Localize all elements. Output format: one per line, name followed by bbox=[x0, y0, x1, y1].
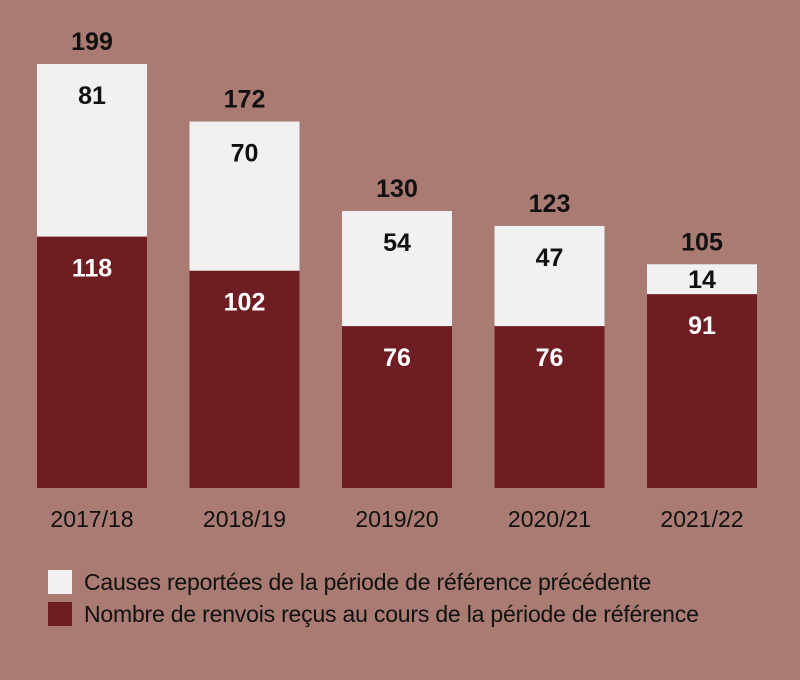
bar-carried-over-2019/20 bbox=[342, 211, 452, 327]
data-label-received-2017/18: 118 bbox=[72, 255, 112, 283]
legend-item-carried-over: Causes reportées de la période de référe… bbox=[48, 568, 699, 596]
legend: Causes reportées de la période de référe… bbox=[48, 568, 699, 632]
chart-svg: 118 81 199 2017/18 102 70 172 2018/19 76 54 130 201… bbox=[37, 28, 757, 532]
total-label-2018/19: 172 bbox=[224, 86, 266, 114]
bar-received-2019/20 bbox=[342, 326, 452, 488]
x-tick-label-2021/22: 2021/22 bbox=[660, 506, 743, 532]
bar-carried-over-2017/18 bbox=[37, 64, 147, 237]
x-tick-label-2020/21: 2020/21 bbox=[508, 506, 591, 532]
bar-received-2021/22 bbox=[647, 294, 757, 488]
data-label-received-2019/20: 76 bbox=[383, 344, 411, 372]
bar-carried-over-2020/21 bbox=[494, 225, 605, 327]
data-label-carried-over-2020/21: 47 bbox=[536, 244, 564, 272]
legend-item-received: Nombre de renvois reçus au cours de la p… bbox=[48, 600, 699, 628]
legend-label-carried-over: Causes reportées de la période de référe… bbox=[84, 568, 652, 595]
bar-received-2017/18 bbox=[37, 236, 147, 488]
bar-carried-over-2021/22 bbox=[647, 264, 757, 295]
bar-carried-over-2018/19 bbox=[189, 121, 300, 271]
legend-label-received: Nombre de renvois reçus au cours de la p… bbox=[84, 600, 699, 627]
data-label-carried-over-2017/18: 81 bbox=[78, 82, 106, 110]
total-label-2019/20: 130 bbox=[376, 175, 418, 203]
x-tick-label-2017/18: 2017/18 bbox=[50, 506, 133, 532]
x-tick-label-2018/19: 2018/19 bbox=[203, 506, 286, 532]
total-label-2021/22: 105 bbox=[681, 228, 723, 256]
legend-swatch-carried-over bbox=[48, 570, 72, 594]
legend-swatch-received bbox=[48, 602, 72, 626]
total-label-2017/18: 199 bbox=[71, 28, 113, 56]
data-label-carried-over-2019/20: 54 bbox=[383, 229, 411, 257]
total-label-2020/21: 123 bbox=[529, 190, 571, 218]
x-tick-label-2019/20: 2019/20 bbox=[355, 506, 438, 532]
data-label-received-2020/21: 76 bbox=[536, 344, 564, 372]
stacked-bar-chart: 118 81 199 2017/18 102 70 172 2018/19 76 54 130 201… bbox=[37, 28, 757, 532]
bar-received-2020/21 bbox=[494, 326, 605, 488]
data-label-carried-over-2018/19: 70 bbox=[231, 140, 259, 168]
data-label-received-2021/22: 91 bbox=[688, 312, 716, 340]
bar-received-2018/19 bbox=[189, 270, 300, 488]
data-label-received-2018/19: 102 bbox=[224, 289, 266, 317]
data-label-carried-over-2021/22: 14 bbox=[688, 266, 716, 294]
